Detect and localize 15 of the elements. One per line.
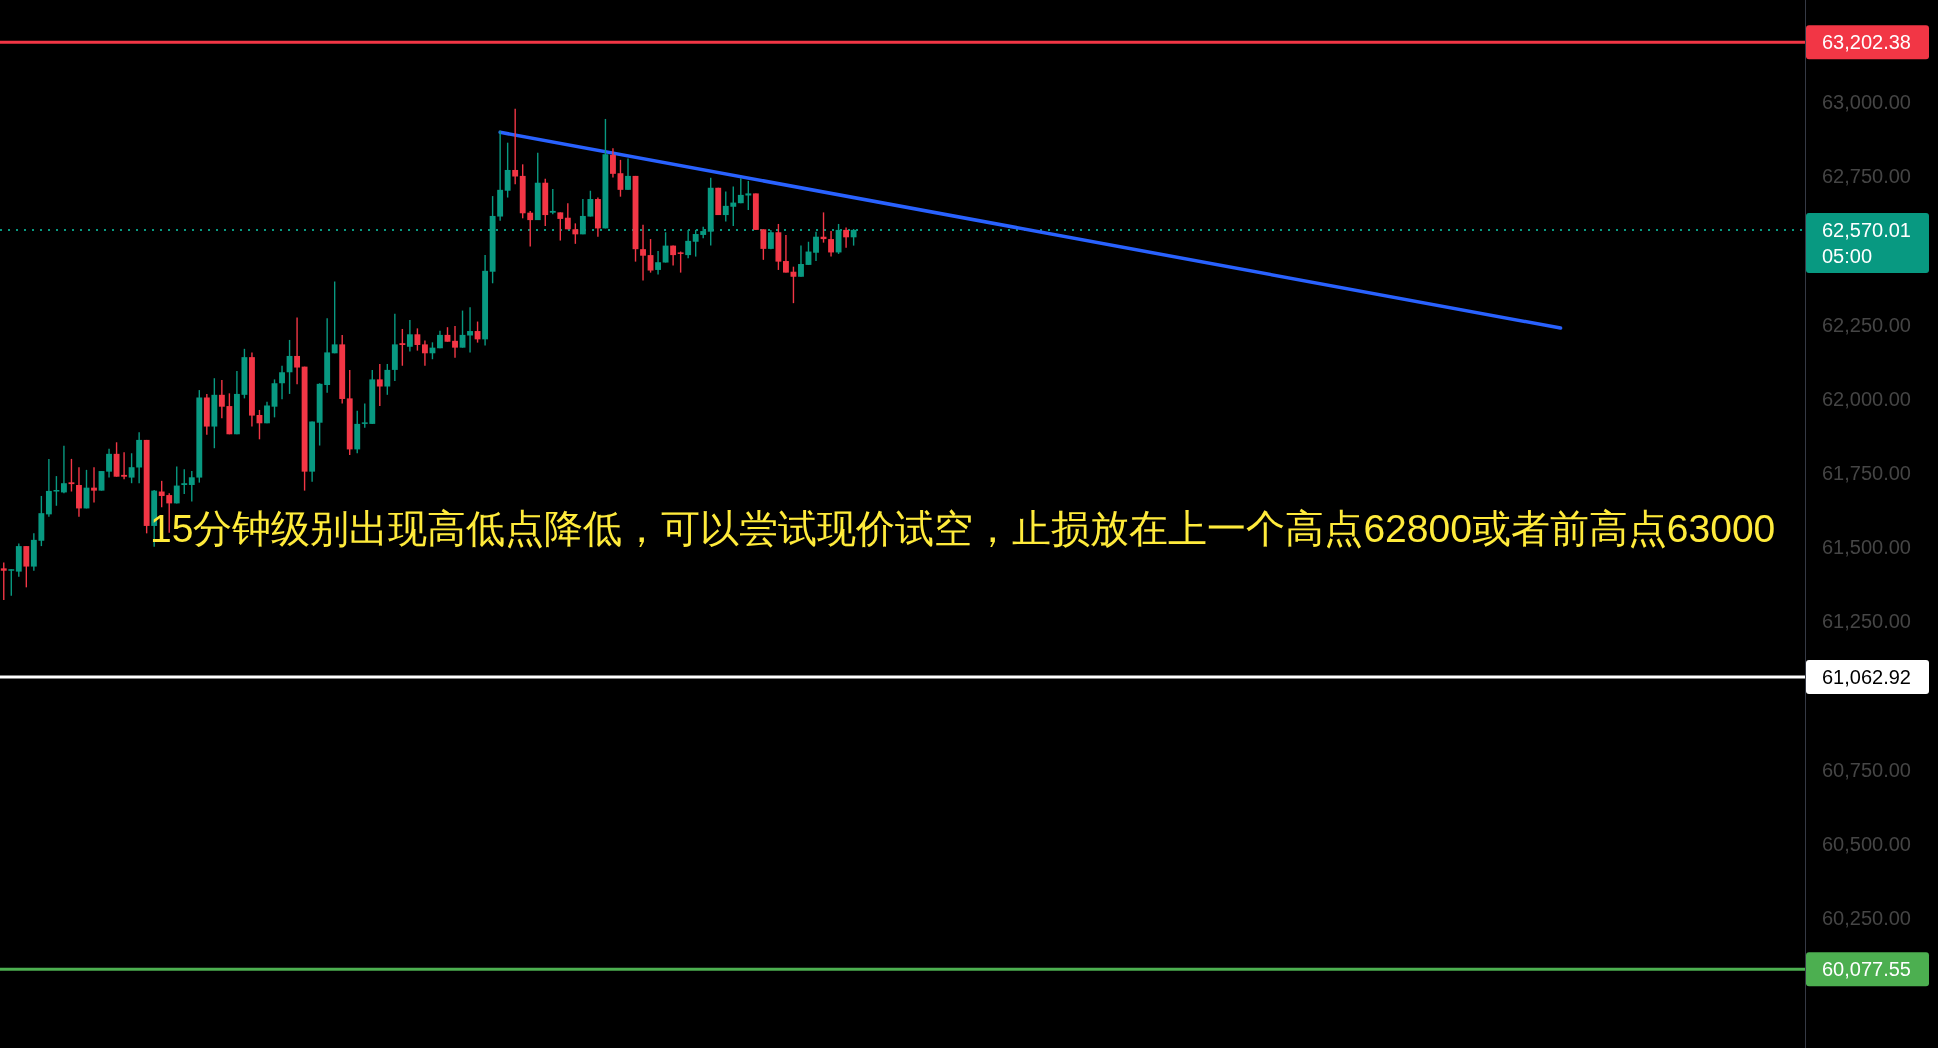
ref-line-label: 60,077.55 bbox=[1822, 958, 1911, 981]
ref-line-label: 62,570.01 05:00 bbox=[1822, 218, 1911, 267]
annotation: 15分钟级别出现高低点降低，可以尝试现价试空，止损放在上一个高点62800或者前高点63000 bbox=[150, 506, 1776, 550]
y-tick-label: 60,750.00 bbox=[1822, 758, 1911, 781]
y-tick-label: 62,750.00 bbox=[1822, 165, 1911, 188]
y-tick-label: 62,000.00 bbox=[1822, 387, 1911, 410]
ref-line-label: 63,202.38 bbox=[1822, 31, 1911, 54]
y-tick-label: 63,000.00 bbox=[1822, 91, 1911, 114]
ref-line-label: 61,062.92 bbox=[1822, 665, 1911, 688]
y-tick-label: 60,500.00 bbox=[1822, 832, 1911, 855]
y-tick-label: 61,250.00 bbox=[1822, 610, 1911, 633]
y-tick-label: 62,250.00 bbox=[1822, 313, 1911, 336]
y-tick-label: 61,500.00 bbox=[1822, 536, 1911, 559]
y-tick-label: 61,750.00 bbox=[1822, 462, 1911, 485]
y-tick-label: 60,250.00 bbox=[1822, 907, 1911, 930]
